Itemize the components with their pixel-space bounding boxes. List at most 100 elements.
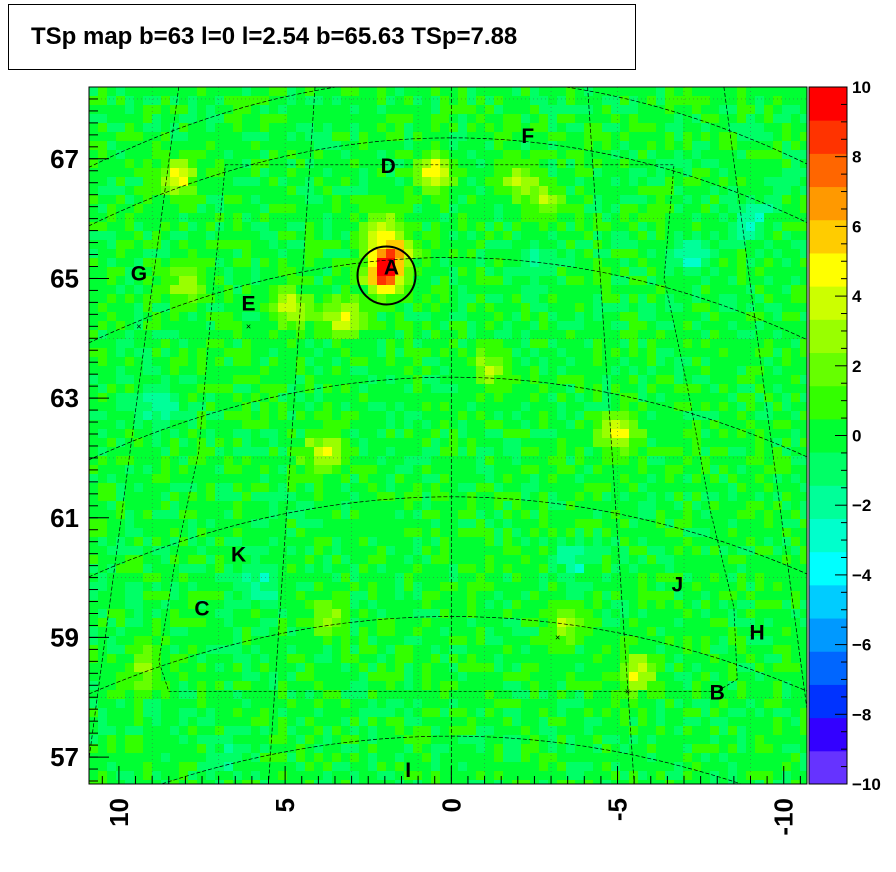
heatmap-cell — [161, 402, 170, 411]
heatmap-cell — [665, 249, 674, 258]
heatmap-cell — [620, 690, 629, 699]
heatmap-cell — [746, 285, 755, 294]
heatmap-cell — [440, 555, 449, 564]
heatmap-cell — [296, 582, 305, 591]
heatmap-cell — [260, 618, 269, 627]
heatmap-cell — [611, 114, 620, 123]
heatmap-cell — [800, 438, 807, 447]
heatmap-cell — [116, 186, 125, 195]
heatmap-cell — [512, 708, 521, 717]
heatmap-cell — [719, 258, 728, 267]
heatmap-cell — [647, 204, 656, 213]
heatmap-cell — [260, 546, 269, 555]
heatmap-cell — [467, 402, 476, 411]
heatmap-cell — [593, 411, 602, 420]
heatmap-cell — [161, 465, 170, 474]
heatmap-cell — [359, 564, 368, 573]
heatmap-cell — [629, 276, 638, 285]
heatmap-cell — [125, 159, 134, 168]
heatmap-cell — [395, 321, 404, 330]
heatmap-cell — [287, 168, 296, 177]
plot-frame — [88, 86, 808, 785]
heatmap-cell — [233, 501, 242, 510]
heatmap-cell — [269, 357, 278, 366]
heatmap-cell — [575, 681, 584, 690]
heatmap-cell — [287, 699, 296, 708]
heatmap-cell — [557, 105, 566, 114]
heatmap-cell — [503, 132, 512, 141]
heatmap-cell — [692, 528, 701, 537]
heatmap-cell — [557, 555, 566, 564]
heatmap-cell — [512, 717, 521, 726]
heatmap-cell — [449, 384, 458, 393]
heatmap-cell — [719, 303, 728, 312]
heatmap-cell — [296, 312, 305, 321]
heatmap-cell — [467, 492, 476, 501]
heatmap-cell — [107, 438, 116, 447]
heatmap-cell — [431, 483, 440, 492]
heatmap-cell — [215, 555, 224, 564]
heatmap-cell — [773, 546, 782, 555]
heatmap-cell — [737, 177, 746, 186]
heatmap-cell — [332, 555, 341, 564]
heatmap-cell — [539, 537, 548, 546]
heatmap-cell — [674, 591, 683, 600]
heatmap-cell — [170, 393, 179, 402]
heatmap-cell — [125, 213, 134, 222]
heatmap-cell — [575, 609, 584, 618]
heatmap-cell — [782, 708, 791, 717]
heatmap-cell — [557, 222, 566, 231]
heatmap-cell — [215, 303, 224, 312]
heatmap-cell — [152, 150, 161, 159]
heatmap-cell — [386, 114, 395, 123]
heatmap-cell — [323, 411, 332, 420]
heatmap-cell — [107, 762, 116, 771]
heatmap-cell — [413, 546, 422, 555]
heatmap-cell — [125, 672, 134, 681]
heatmap-cell — [800, 186, 807, 195]
heatmap-cell — [161, 393, 170, 402]
heatmap-cell — [674, 600, 683, 609]
heatmap-cell — [287, 429, 296, 438]
heatmap-cell — [764, 204, 773, 213]
heatmap-cell — [791, 474, 800, 483]
heatmap-cell — [98, 231, 107, 240]
heatmap-cell — [494, 528, 503, 537]
heatmap-cell — [143, 762, 152, 771]
heatmap-cell — [800, 753, 807, 762]
heatmap-cell — [143, 321, 152, 330]
heatmap-cell — [530, 483, 539, 492]
heatmap-cell — [674, 375, 683, 384]
heatmap-cell — [512, 744, 521, 753]
heatmap-cell — [341, 231, 350, 240]
heatmap-cell — [791, 150, 800, 159]
heatmap-cell — [368, 744, 377, 753]
heatmap-cell — [188, 690, 197, 699]
heatmap-cell — [620, 330, 629, 339]
heatmap-cell — [629, 294, 638, 303]
heatmap-cell — [467, 618, 476, 627]
heatmap-cell — [539, 258, 548, 267]
heatmap-cell — [350, 744, 359, 753]
heatmap-cell — [404, 384, 413, 393]
heatmap-cell — [539, 690, 548, 699]
heatmap-cell — [656, 717, 665, 726]
colorbar-swatch — [809, 186, 847, 221]
heatmap-cell — [701, 330, 710, 339]
heatmap-cell — [260, 411, 269, 420]
heatmap-cell — [773, 348, 782, 357]
heatmap-cell — [125, 519, 134, 528]
heatmap-cell — [719, 195, 728, 204]
heatmap-cell — [359, 321, 368, 330]
heatmap-cell — [602, 96, 611, 105]
heatmap-cell — [368, 591, 377, 600]
heatmap-cell — [206, 717, 215, 726]
heatmap-cell — [134, 717, 143, 726]
heatmap-cell — [179, 132, 188, 141]
heatmap-cell — [287, 528, 296, 537]
heatmap-cell — [782, 771, 791, 780]
heatmap-cell — [485, 375, 494, 384]
heatmap-cell — [413, 780, 422, 784]
heatmap-cell — [188, 555, 197, 564]
heatmap-cell — [359, 276, 368, 285]
